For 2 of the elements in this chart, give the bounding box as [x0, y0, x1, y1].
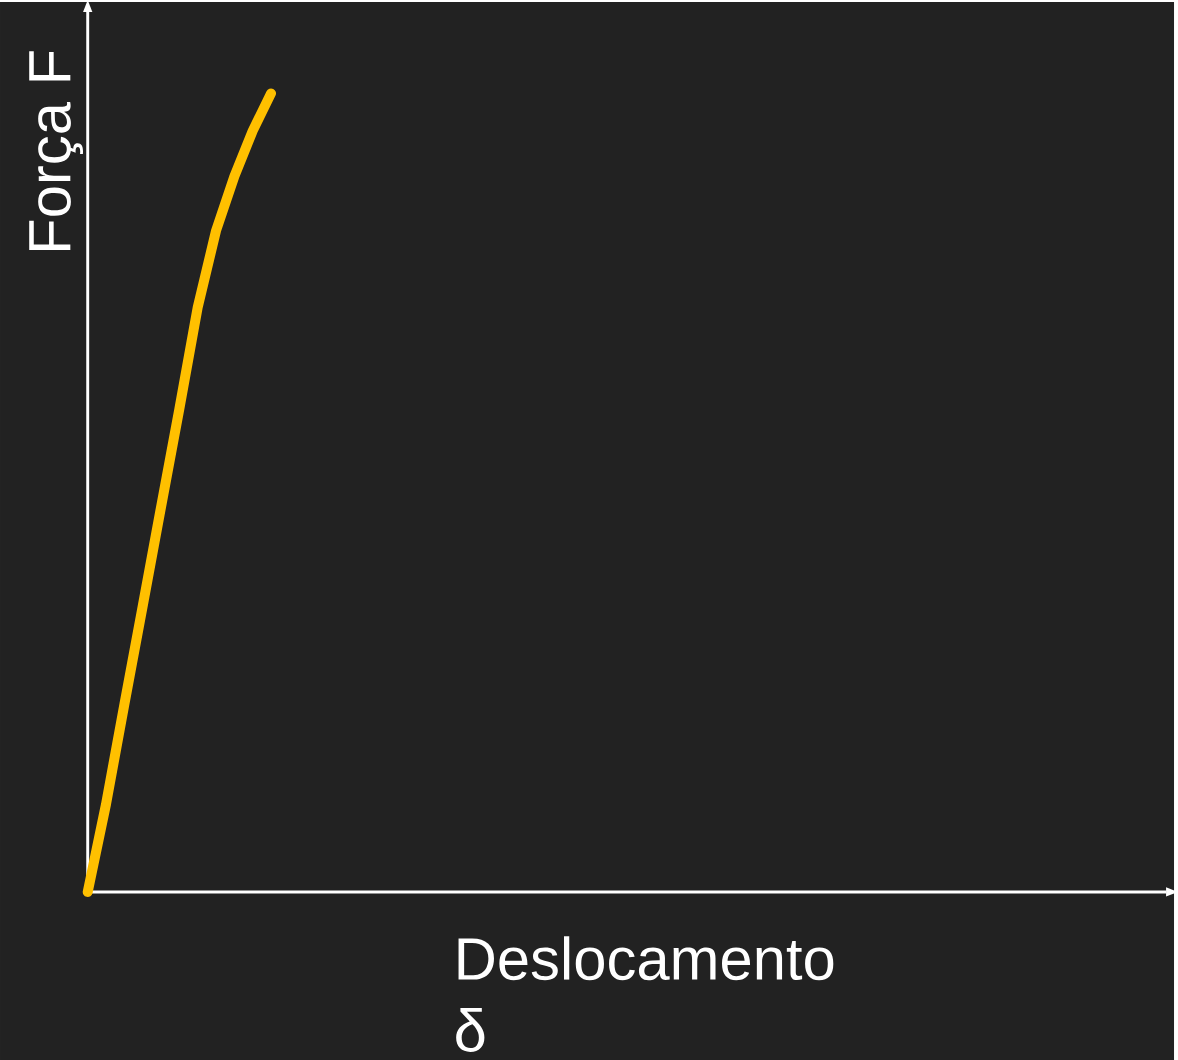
x-axis-title: Deslocamento δ — [456, 936, 834, 1052]
y-axis-title: Força F — [29, 51, 84, 250]
